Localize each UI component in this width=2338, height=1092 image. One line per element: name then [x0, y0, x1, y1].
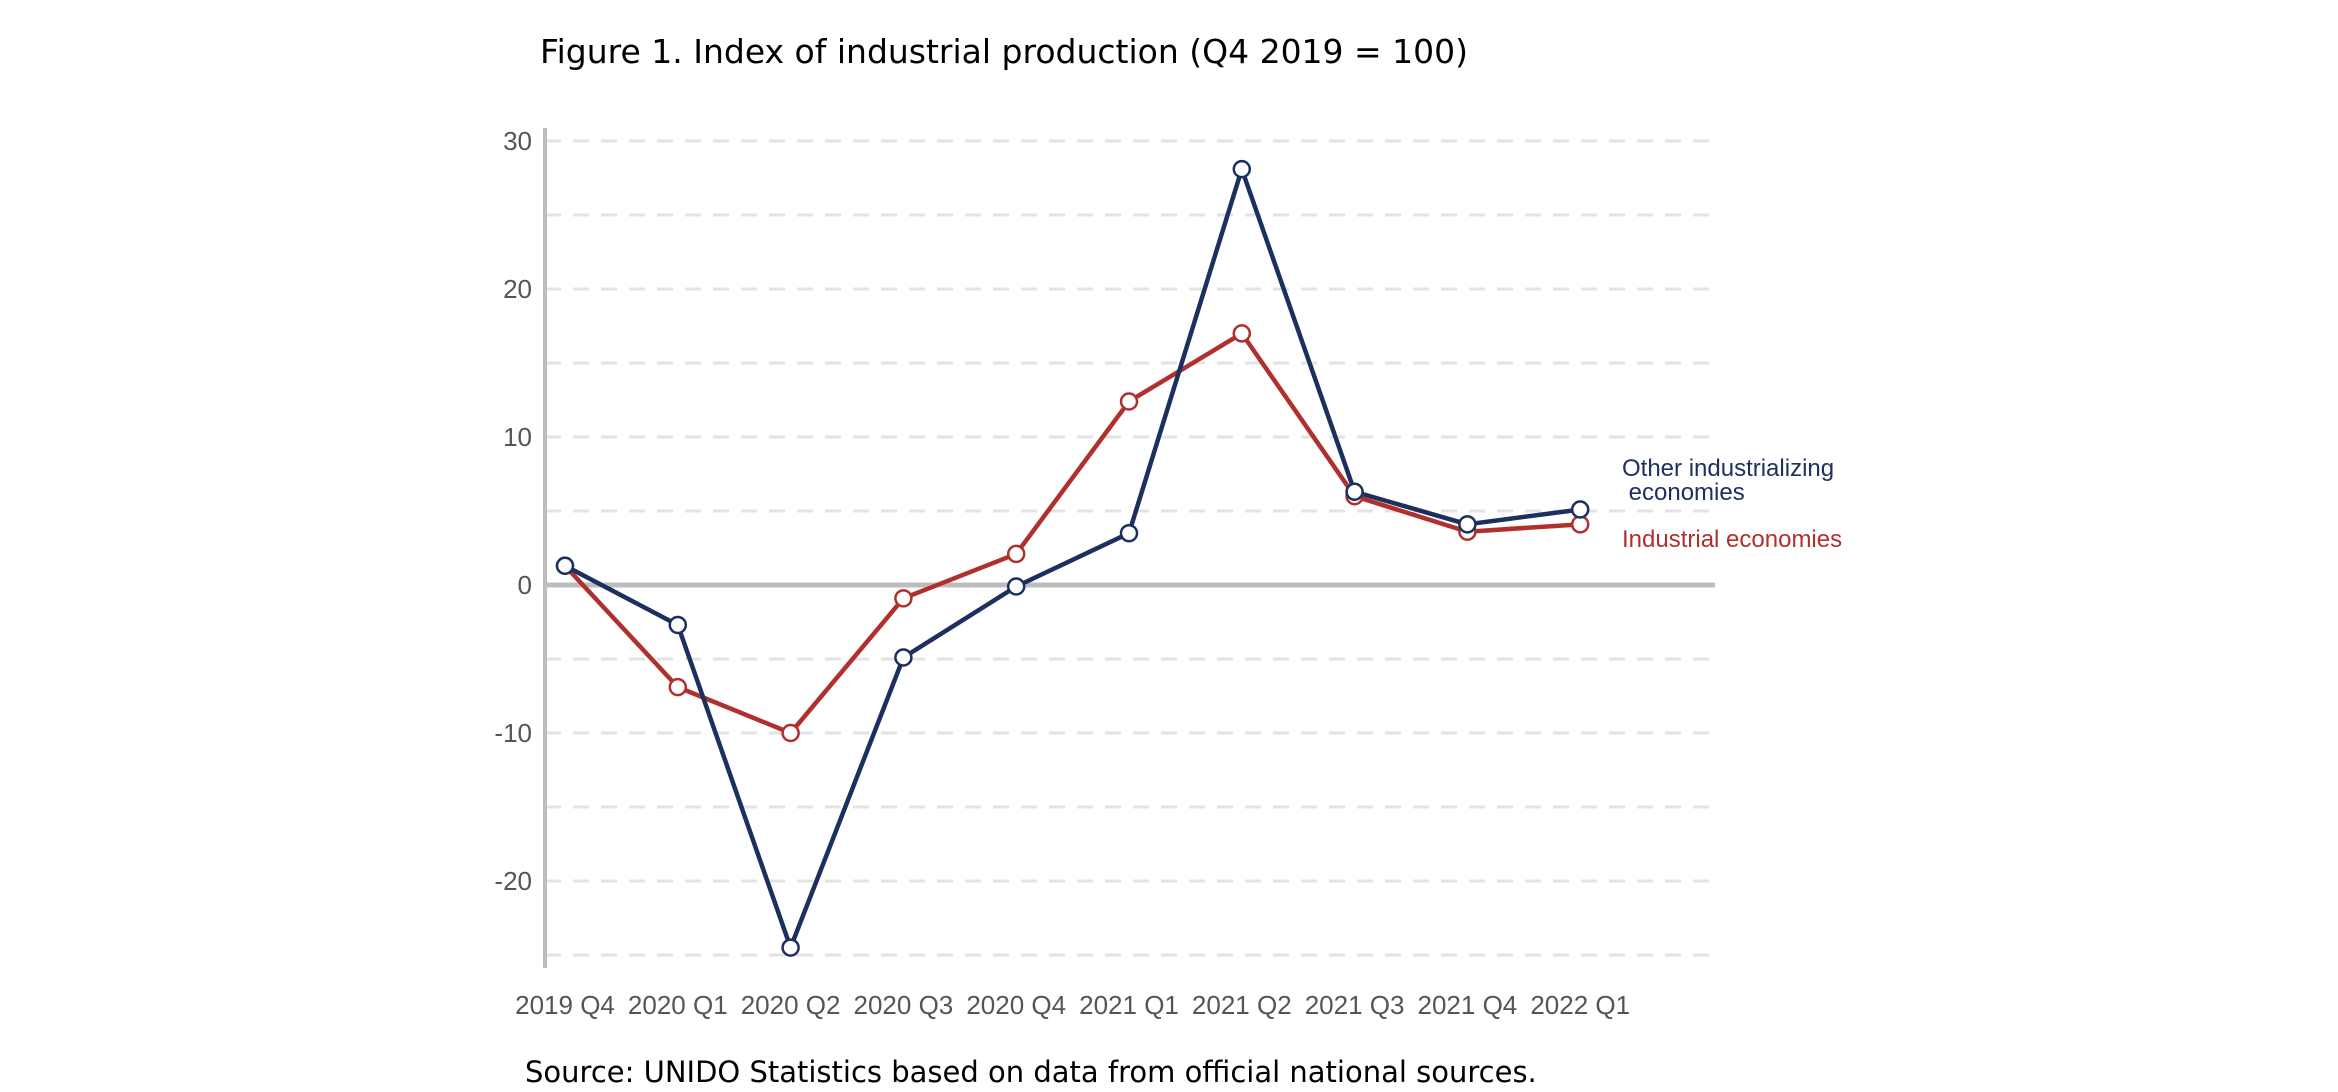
y-tick-label: 20	[503, 274, 532, 304]
data-point	[781, 723, 800, 743]
data-point	[1458, 515, 1477, 534]
series-label-line: Other industrializing	[1622, 455, 1834, 482]
plot-area: 30 20 10 0 -10 -20 2019 Q4 2020 Q1 2020 Q2 2020 Q…	[494, 126, 1842, 1020]
y-tick-label: -10	[494, 718, 532, 748]
data-point	[1232, 324, 1252, 343]
x-tick-label: 2020 Q3	[854, 990, 954, 1020]
data-point	[1570, 500, 1590, 519]
data-point	[668, 615, 688, 635]
data-point	[894, 589, 913, 608]
x-tick-label: 2020 Q4	[966, 990, 1066, 1020]
x-tick-label: 2020 Q2	[741, 990, 841, 1020]
x-tick-label: 2019 Q4	[515, 990, 615, 1020]
series-label: Other industrializing economies	[1622, 455, 1834, 506]
x-tick-label: 2021 Q1	[1079, 990, 1179, 1020]
series-label-line: Industrial economies	[1622, 526, 1842, 553]
series-label-line: economies	[1622, 479, 1745, 506]
series-line	[562, 331, 1583, 736]
y-tick-label: 0	[518, 570, 532, 600]
series-line	[562, 166, 1583, 950]
x-tick-label: 2021 Q4	[1418, 990, 1518, 1020]
data-point	[1006, 544, 1026, 564]
series-label: Industrial economies	[1622, 526, 1842, 553]
y-tick-label: 10	[503, 422, 532, 452]
figure-title: Figure 1. Index of industrial production…	[540, 32, 1468, 71]
data-point	[781, 938, 800, 957]
data-point	[1345, 482, 1364, 502]
figure-source: Source: UNIDO Statistics based on data f…	[525, 1055, 1537, 1089]
data-point	[1119, 523, 1139, 543]
data-point	[1232, 159, 1252, 179]
y-tick-label: -20	[494, 866, 532, 896]
data-point	[555, 556, 575, 576]
data-point	[668, 677, 688, 697]
x-tick-label: 2020 Q1	[628, 990, 728, 1020]
data-point	[894, 648, 913, 667]
x-tick-label: 2021 Q2	[1192, 990, 1292, 1020]
data-point	[1119, 392, 1139, 411]
x-tick-label: 2022 Q1	[1530, 990, 1630, 1020]
y-tick-label: 30	[503, 126, 532, 156]
data-point	[1006, 577, 1026, 596]
x-tick-label: 2021 Q3	[1305, 990, 1405, 1020]
